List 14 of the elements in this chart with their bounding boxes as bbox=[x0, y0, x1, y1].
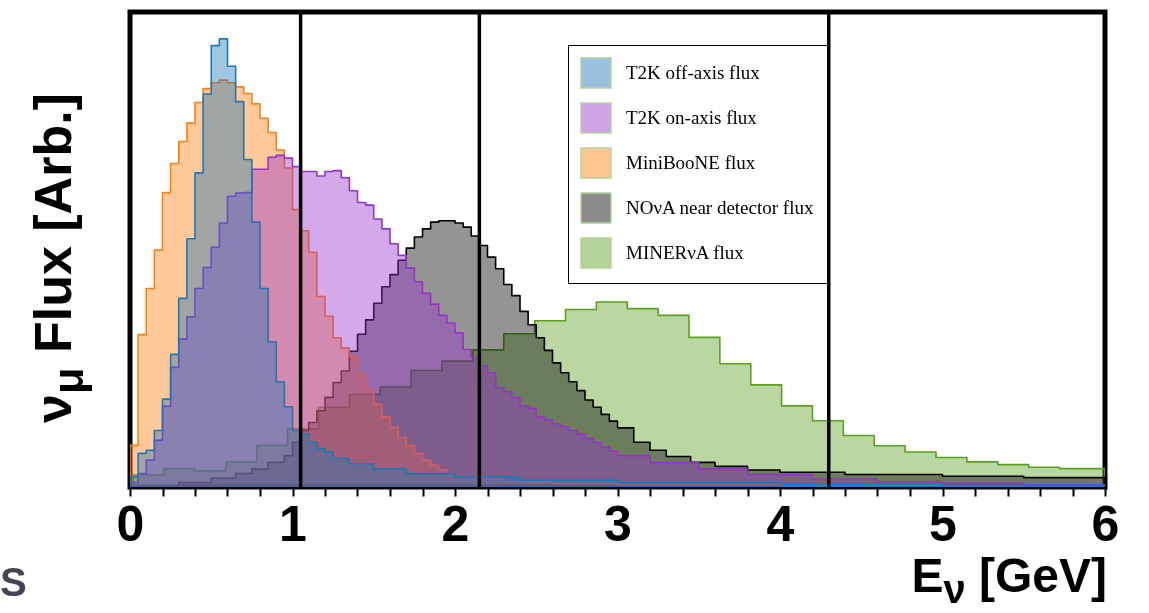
x-tick-label: 1 bbox=[279, 495, 307, 552]
x-axis-title: E$_{ν}$ [GeV] bbox=[911, 549, 1107, 611]
x-tick-label: 0 bbox=[116, 495, 145, 552]
x-tick-label: 3 bbox=[604, 495, 632, 552]
x-tick-label: 5 bbox=[929, 495, 957, 552]
legend-label: NOνA near detector flux bbox=[626, 197, 814, 218]
legend-label: MiniBooNE flux bbox=[626, 152, 756, 173]
x-tick-label: 4 bbox=[766, 495, 795, 552]
legend-label: T2K off-axis flux bbox=[626, 62, 761, 83]
x-tick-label: 6 bbox=[1091, 495, 1120, 552]
x-tick-label: 2 bbox=[441, 495, 470, 552]
legend-label: T2K on-axis flux bbox=[626, 107, 758, 128]
legend-label: MINERνA flux bbox=[626, 242, 745, 263]
text: S bbox=[0, 560, 27, 605]
